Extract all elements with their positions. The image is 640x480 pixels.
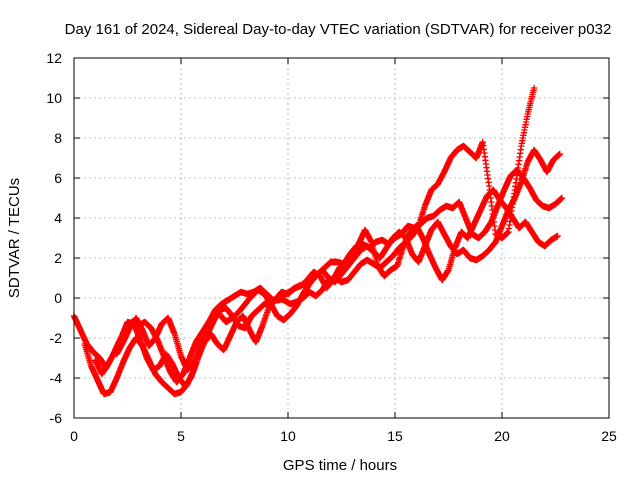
y-tick-label: 12 [46, 50, 62, 66]
data-point [530, 84, 538, 92]
x-axis-label: GPS time / hours [283, 457, 397, 474]
y-tick-label: 0 [54, 290, 62, 306]
y-tick-label: 10 [46, 90, 62, 106]
x-tick-label: 5 [177, 428, 185, 444]
x-tick-label: 10 [280, 428, 296, 444]
axes: 0 5 10 15 20 25 -6 -4 -2 0 2 4 6 8 10 12 [46, 50, 617, 444]
data-point [554, 232, 561, 240]
data-point [558, 194, 566, 202]
y-axis-label: SDTVAR / TECUs [6, 178, 23, 298]
y-tick-label: -6 [50, 410, 63, 426]
y-tick-label: 4 [54, 210, 62, 226]
y-tick-label: -4 [50, 370, 63, 386]
x-tick-label: 25 [601, 428, 617, 444]
plot-frame [73, 57, 610, 419]
y-tick-label: 6 [54, 170, 62, 186]
x-tick-label: 20 [494, 428, 510, 444]
x-tick-label: 0 [70, 428, 78, 444]
data-point [556, 150, 563, 158]
y-tick-label: 8 [54, 130, 62, 146]
y-tick-label: -2 [50, 330, 63, 346]
chart-title: Day 161 of 2024, Sidereal Day-to-day VTE… [65, 21, 612, 38]
x-tick-label: 15 [387, 428, 403, 444]
data-points [70, 84, 566, 398]
y-tick-label: 2 [54, 250, 62, 266]
